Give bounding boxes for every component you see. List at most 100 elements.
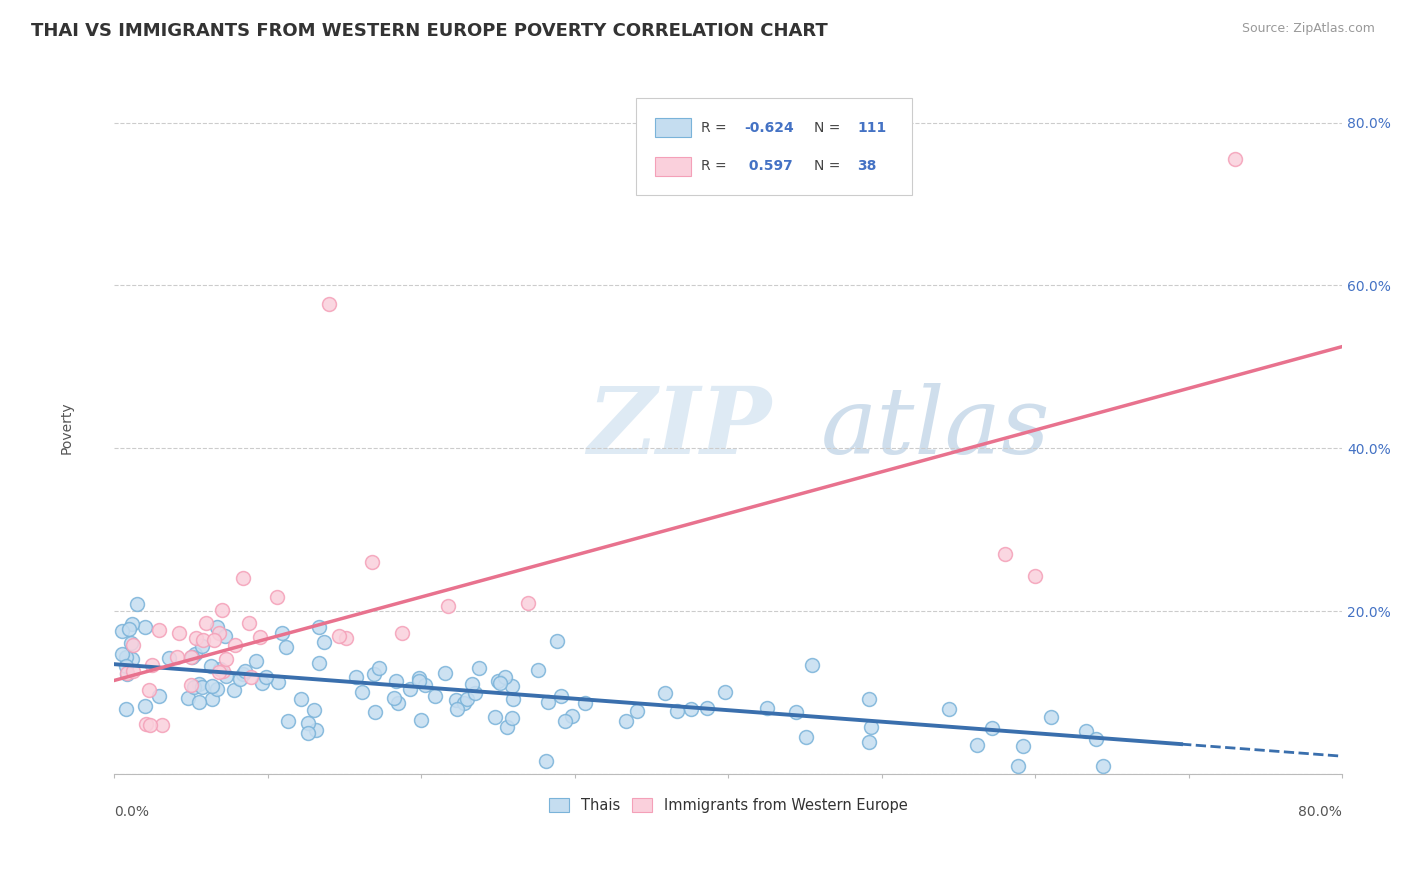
Point [409,714,432,728]
Point [222,682,245,697]
Point [115,665,138,680]
Point [858,691,880,706]
Point [214,629,236,643]
Point [1092,759,1115,773]
Point [115,667,138,681]
Point [501,679,523,693]
Point [488,676,510,690]
Point [141,657,163,672]
Point [714,685,737,699]
Point [1024,569,1046,583]
Point [561,709,583,723]
Point [245,654,267,668]
Text: -0.624: -0.624 [744,120,794,135]
Point [180,678,202,692]
Point [114,650,136,665]
Point [208,626,231,640]
Point [308,656,330,670]
Point [211,603,233,617]
Point [232,666,254,681]
Point [184,648,207,662]
Point [240,670,263,684]
Point [238,615,260,630]
Point [1039,709,1062,723]
FancyBboxPatch shape [655,157,692,176]
Point [399,682,422,697]
Point [202,632,225,647]
Text: N =: N = [814,160,845,173]
Point [382,690,405,705]
Point [200,659,222,673]
Point [456,692,478,706]
Point [271,626,294,640]
Point [468,661,491,675]
Point [794,730,817,744]
Text: Source: ZipAtlas.com: Source: ZipAtlas.com [1241,22,1375,36]
Point [305,723,328,738]
Point [614,714,637,729]
Point [122,639,145,653]
Point [166,650,188,665]
Point [550,689,572,703]
Text: R =: R = [702,160,731,173]
Point [312,634,335,648]
Point [254,670,277,684]
Point [209,662,232,676]
Point [1076,724,1098,739]
Point [464,686,486,700]
Point [858,735,880,749]
Point [138,683,160,698]
Point [150,718,173,732]
Text: N =: N = [814,120,845,135]
Point [344,669,367,683]
Point [135,717,157,731]
Point [993,547,1015,561]
Point [494,670,516,684]
Point [191,633,214,648]
Point [169,626,191,640]
Point [134,620,156,634]
Point [110,624,132,638]
Point [121,652,143,666]
Point [437,599,460,613]
Point [297,725,319,739]
FancyBboxPatch shape [636,98,912,194]
Point [679,702,702,716]
Point [297,715,319,730]
Point [534,754,557,768]
Point [938,701,960,715]
Point [1012,739,1035,753]
Point [574,696,596,710]
Point [187,695,209,709]
Point [214,652,236,666]
Point [191,680,214,694]
Point [183,680,205,694]
Point [187,677,209,691]
Point [496,720,519,734]
Point [205,682,228,697]
Point [1007,759,1029,773]
Point [391,626,413,640]
Point [184,632,207,646]
Point [224,638,246,652]
Point [120,636,142,650]
Point [364,706,387,720]
Point [335,631,357,645]
Point [546,634,568,648]
Point [125,597,148,611]
Point [195,616,218,631]
Point [696,701,718,715]
Point [290,691,312,706]
Point [484,710,506,724]
Point [363,667,385,681]
Point [800,657,823,672]
Point [205,620,228,634]
Text: Poverty: Poverty [59,401,73,454]
Text: 0.0%: 0.0% [114,805,149,819]
Point [308,619,330,633]
Point [860,720,883,734]
Legend: Thais, Immigrants from Western Europe: Thais, Immigrants from Western Europe [543,792,914,819]
Point [233,664,256,678]
Point [180,649,202,664]
Point [134,699,156,714]
